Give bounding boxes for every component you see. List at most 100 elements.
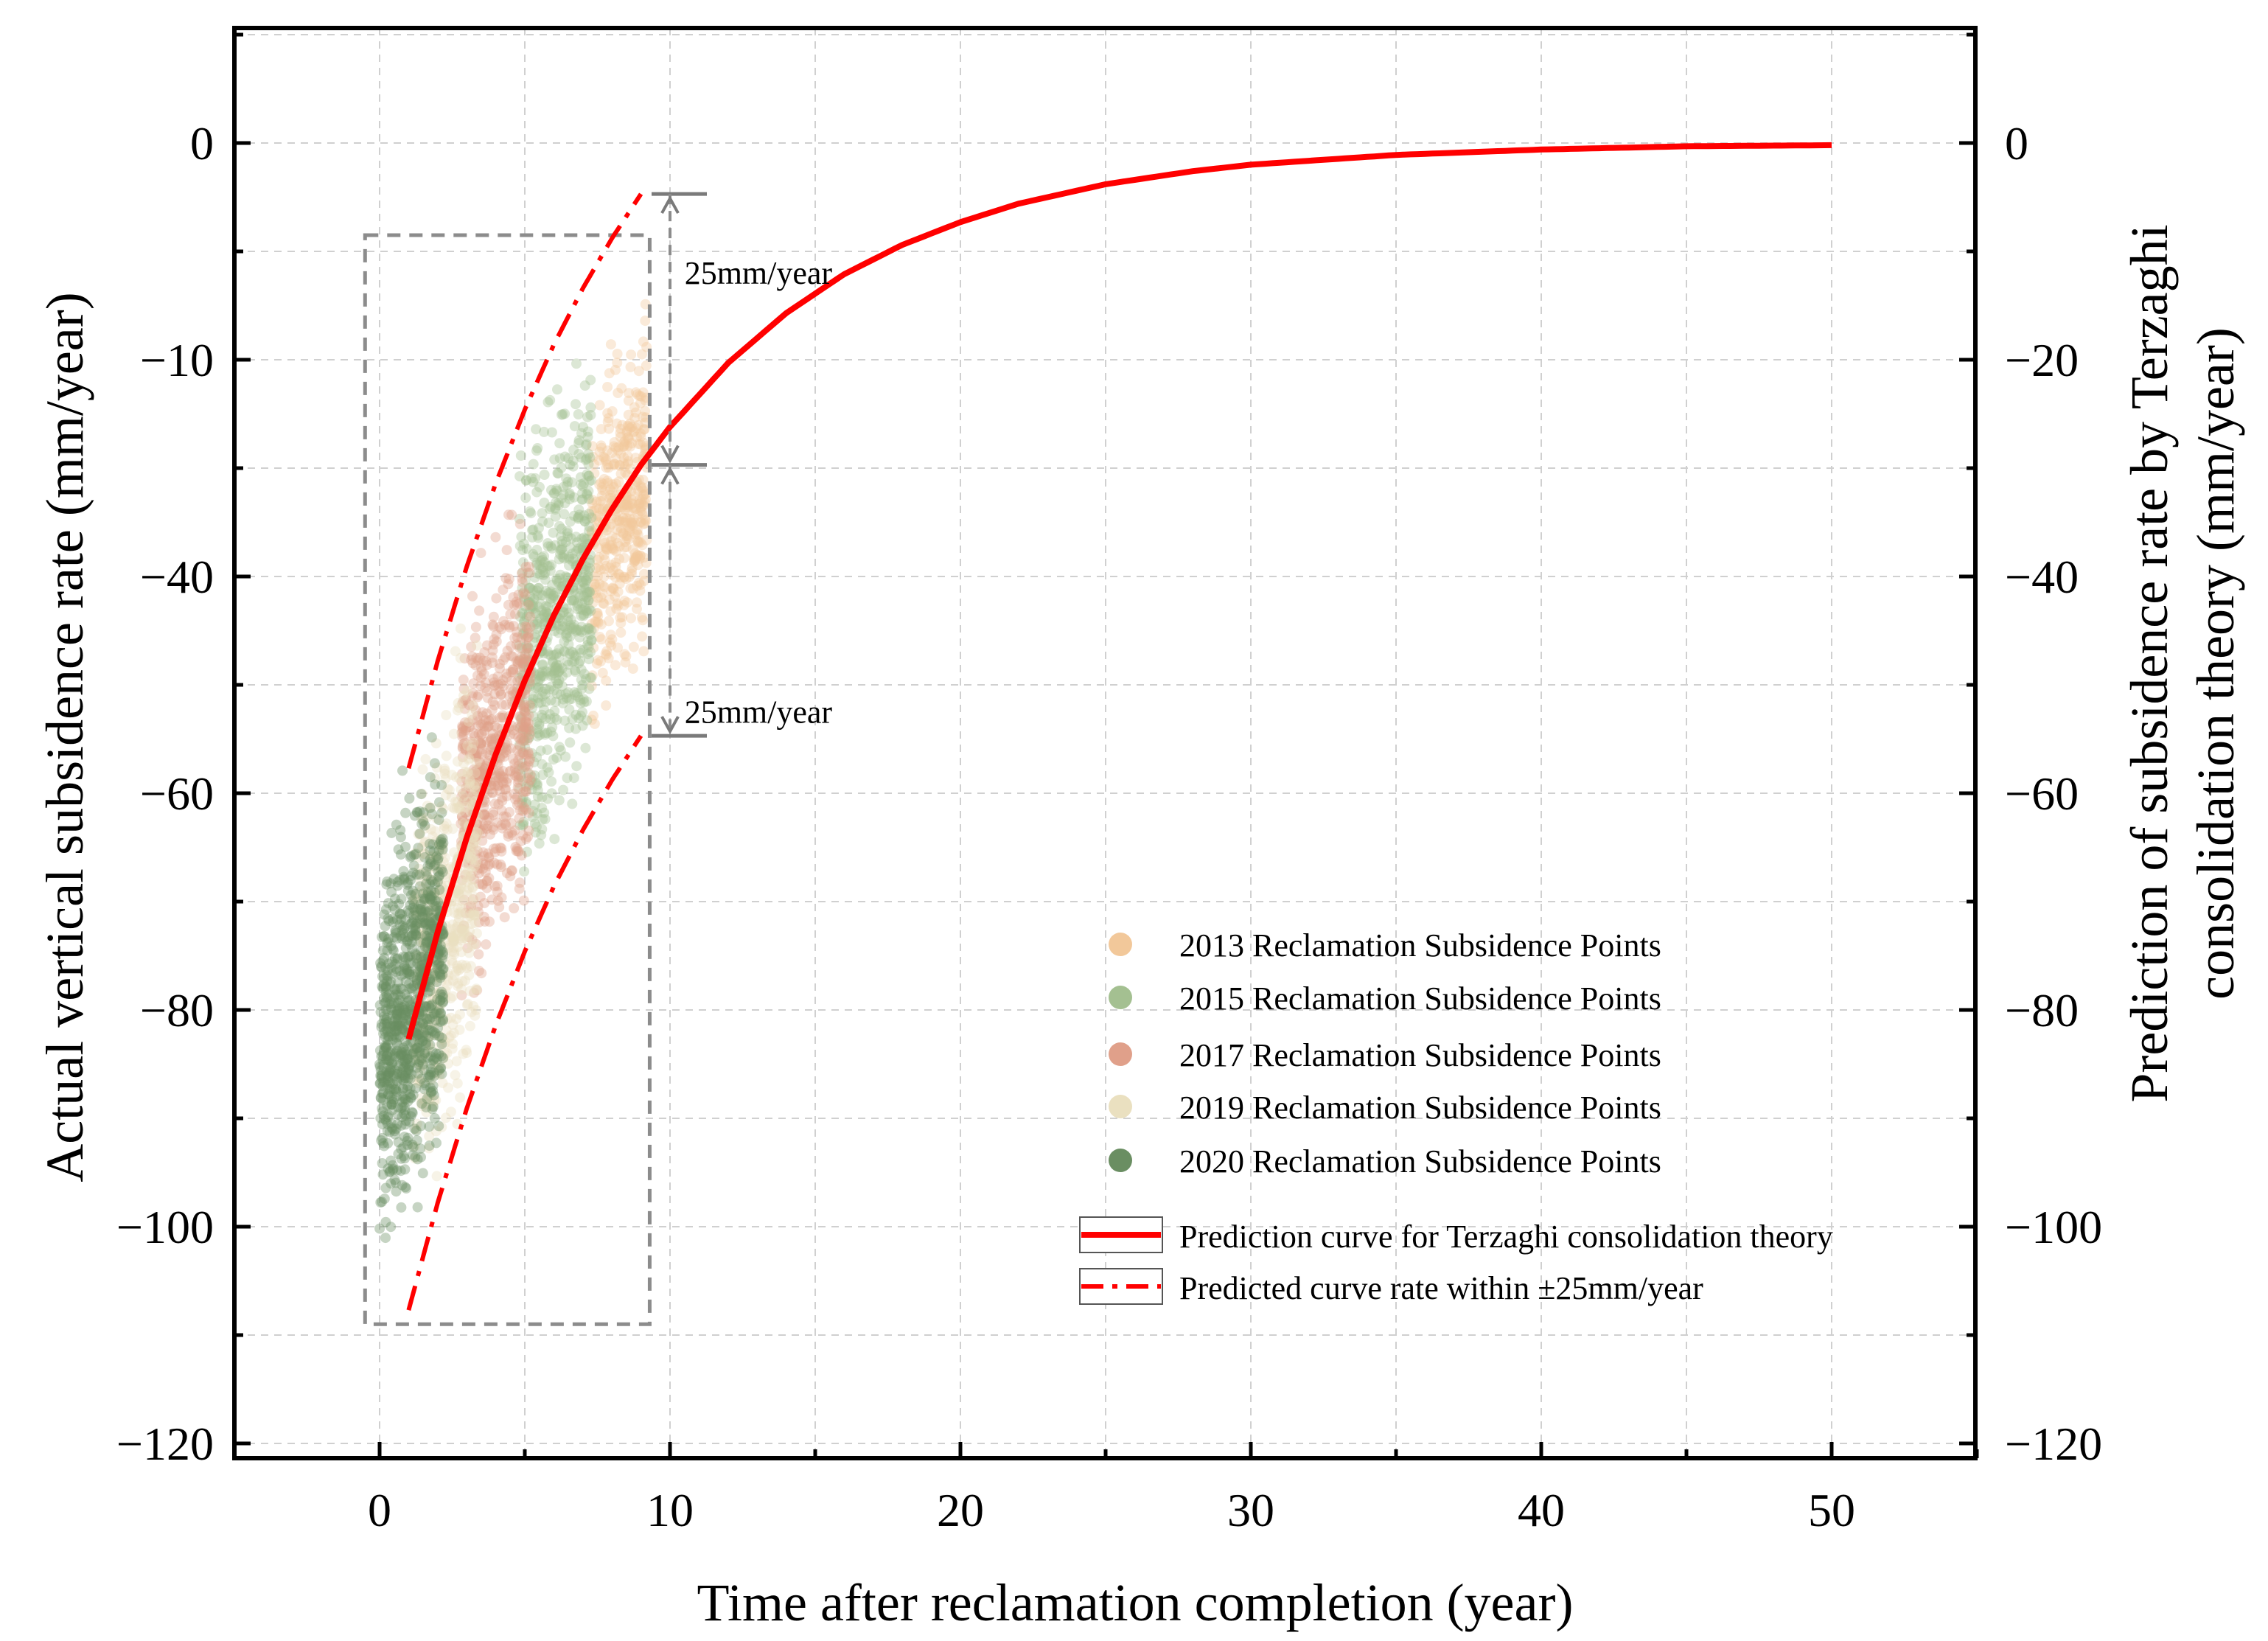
scatter-point <box>613 388 624 398</box>
scatter-point <box>453 928 464 939</box>
scatter-point <box>523 760 534 771</box>
scatter-point <box>524 780 535 791</box>
scatter-point <box>538 570 549 580</box>
scatter-point <box>409 1123 420 1135</box>
scatter-point <box>467 708 478 720</box>
scatter-point <box>469 731 480 742</box>
scatter-point <box>535 613 545 624</box>
scatter-point <box>470 1010 481 1021</box>
scatter-point <box>610 660 621 671</box>
scatter-point <box>567 548 578 559</box>
scatter-point <box>500 820 512 831</box>
scatter-point <box>464 849 475 860</box>
scatter-point <box>418 938 429 949</box>
scatter-point <box>420 894 431 905</box>
scatter-point <box>602 408 613 419</box>
scatter-point <box>517 798 528 809</box>
x-tick-label: 30 <box>1227 1484 1274 1536</box>
scatter-point <box>585 587 596 598</box>
scatter-point <box>383 898 394 909</box>
scatter-point <box>573 504 585 515</box>
scatter-point <box>588 459 599 470</box>
scatter-point <box>579 603 590 614</box>
scatter-point <box>524 568 535 579</box>
scatter-point <box>635 517 646 528</box>
scatter-point <box>455 652 466 663</box>
scatter-point <box>624 523 635 534</box>
scatter-point <box>428 850 439 861</box>
scatter-point <box>523 599 534 610</box>
scatter-point <box>623 432 634 443</box>
scatter-point <box>469 745 480 756</box>
scatter-point <box>615 431 626 442</box>
scatter-point <box>534 523 544 534</box>
scatter-point <box>489 720 500 731</box>
scatter-point <box>540 814 551 825</box>
scatter-point <box>489 857 500 868</box>
scatter-point <box>447 802 458 813</box>
scatter-point <box>552 467 563 478</box>
scatter-point <box>510 767 521 778</box>
scatter-point <box>509 903 520 913</box>
scatter-point <box>514 764 525 776</box>
scatter-point <box>586 714 597 725</box>
scatter-point <box>436 849 447 860</box>
scatter-point <box>496 862 506 873</box>
scatter-point <box>469 837 480 847</box>
scatter-point <box>458 690 469 701</box>
scatter-point <box>400 1073 411 1084</box>
scatter-point <box>443 975 454 986</box>
scatter-point <box>624 421 634 432</box>
scatter-point <box>584 509 595 520</box>
scatter-point <box>548 754 559 765</box>
scatter-point <box>630 552 641 562</box>
y2-tick-label: −60 <box>2005 767 2079 820</box>
scatter-point <box>596 656 606 666</box>
scatter-point <box>428 831 438 842</box>
scatter-point <box>479 725 490 736</box>
scatter-point <box>614 578 625 589</box>
scatter-point <box>562 603 573 614</box>
scatter-point <box>470 767 481 778</box>
scatter-point <box>539 426 550 437</box>
scatter-point <box>443 970 454 981</box>
scatter-point <box>622 495 632 506</box>
scatter-point <box>503 509 514 520</box>
scatter-point <box>376 1093 387 1104</box>
scatter-point <box>447 1038 458 1049</box>
scatter-point <box>582 607 593 619</box>
scatter-point <box>641 515 652 526</box>
scatter-point <box>484 715 495 726</box>
scatter-point <box>472 691 483 703</box>
scatter-point <box>563 453 574 464</box>
scatter-point <box>633 366 644 377</box>
scatter-point <box>608 584 619 594</box>
scatter-point <box>610 561 621 572</box>
scatter-point <box>484 873 495 884</box>
scatter-point <box>571 723 582 734</box>
scatter-point <box>523 722 534 733</box>
scatter-point <box>537 508 548 519</box>
scatter-point <box>517 757 528 768</box>
scatter-point <box>598 451 609 462</box>
scatter-point <box>594 479 605 490</box>
scatter-point <box>425 891 436 902</box>
scatter-point <box>454 884 465 895</box>
scatter-point <box>412 1202 423 1213</box>
scatter-point <box>548 685 559 696</box>
scatter-point <box>486 739 498 750</box>
scatter-point <box>397 765 408 776</box>
scatter-point <box>601 675 612 686</box>
scatter-point <box>520 655 531 666</box>
scatter-point <box>618 500 629 510</box>
scatter-point <box>519 656 530 667</box>
scatter-point <box>584 470 594 481</box>
scatter-point <box>430 863 442 874</box>
scatter-point <box>475 738 486 749</box>
scatter-point <box>468 1000 479 1011</box>
scatter-point <box>477 765 488 776</box>
scatter-point <box>428 1101 438 1112</box>
scatter-point <box>522 624 533 635</box>
scatter-point <box>558 646 569 657</box>
scatter-point <box>518 587 529 598</box>
